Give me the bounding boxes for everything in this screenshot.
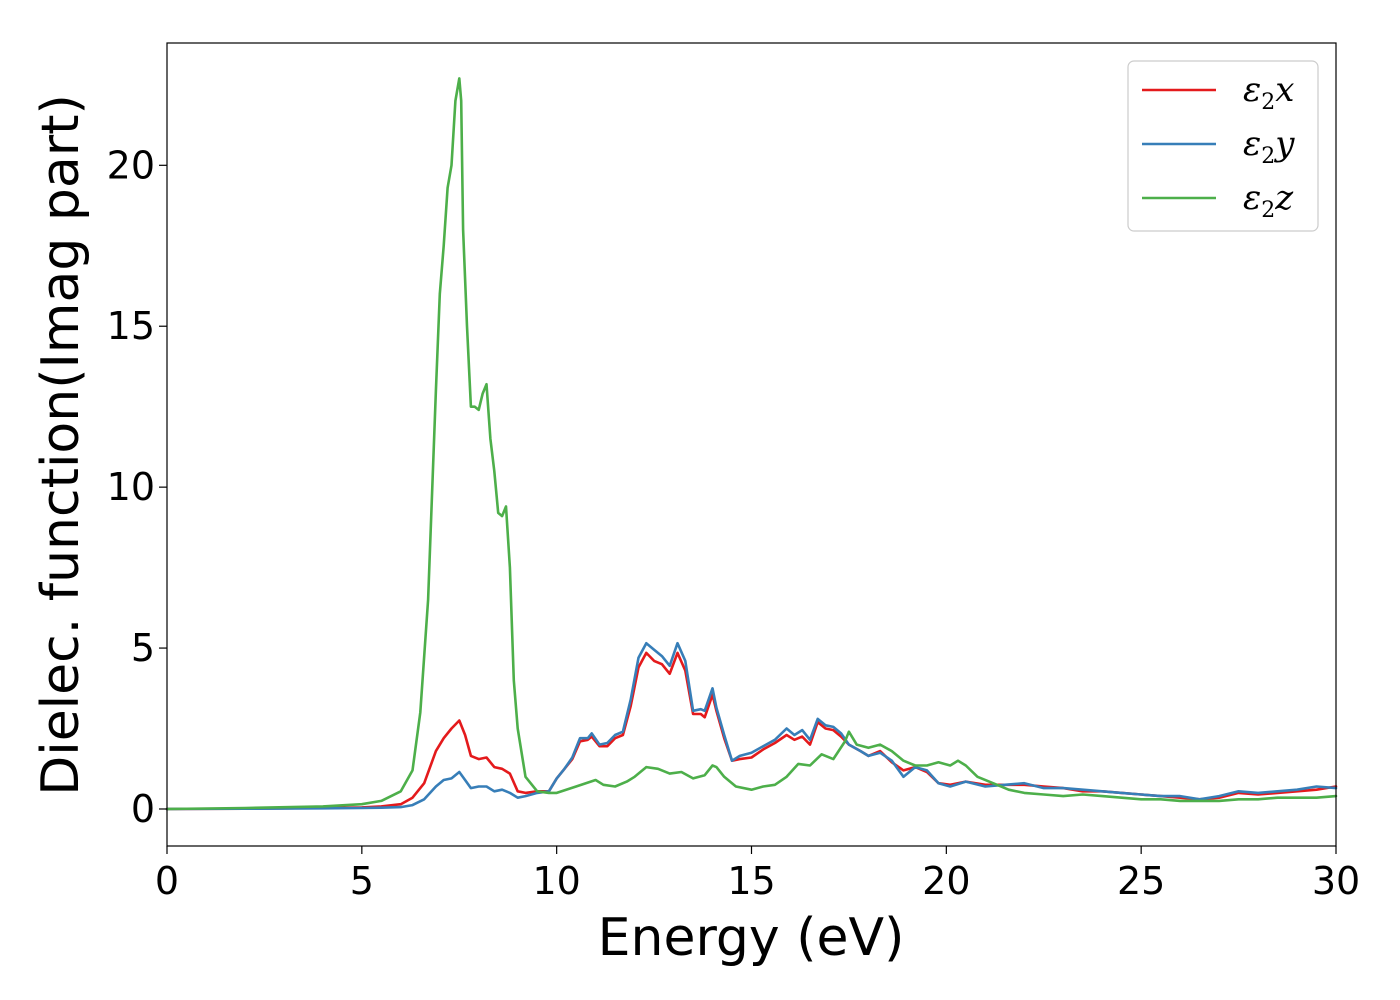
x-axis-ticks: 0 5 10 15 20 25 30 [155,846,1360,903]
series-line-2 [165,641,1338,811]
legend-box [1127,60,1319,232]
y-tick-label: 0 [131,787,155,831]
x-tick-label: 25 [1117,859,1165,903]
x-tick-label: 0 [155,859,179,903]
legend-label-2: ε2y [1243,124,1295,169]
series-layer [165,77,1338,811]
x-tick-label: 20 [922,859,970,903]
x-axis-label: Energy (eV) [598,908,905,968]
x-tick-label: 30 [1312,859,1360,903]
y-tick-label: 5 [131,626,155,670]
y-tick-label: 15 [107,304,155,348]
y-tick-label: 10 [107,465,155,509]
x-tick-label: 15 [727,859,775,903]
y-axis-label: Dielec. function(Imag part) [31,94,91,796]
x-tick-label: 5 [350,859,374,903]
y-tick-label: 20 [107,143,155,187]
legend: ε2x ε2y ε2z [1127,60,1319,232]
x-tick-label: 10 [532,859,580,903]
y-axis-ticks: 0 5 10 15 20 [107,143,167,831]
legend-label-3: ε2z [1243,178,1294,223]
legend-label-1: ε2x [1243,70,1294,115]
series-line-3 [165,77,1338,811]
